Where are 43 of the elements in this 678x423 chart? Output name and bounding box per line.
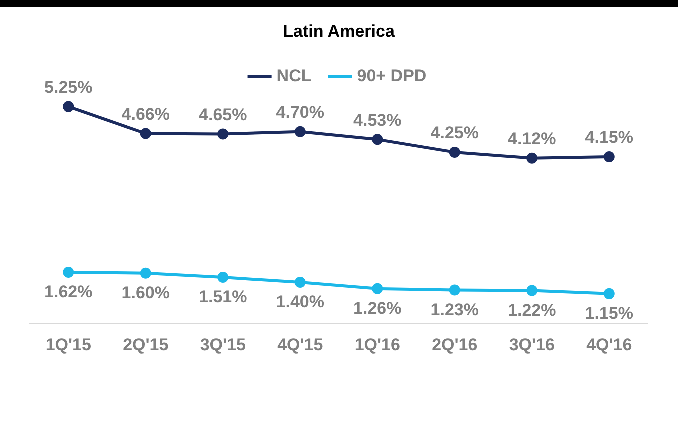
x-tick-label: 1Q'16 [354,335,400,354]
point [218,128,229,140]
data-label: 4.66% [122,104,170,124]
data-label: 1.60% [122,284,170,303]
legend-label: NCL [276,66,312,86]
data-label: 4.65% [199,105,248,124]
point [449,284,460,296]
x-tick-label: 2Q'15 [123,335,169,354]
data-label: 1.22% [508,300,556,320]
legend-label: 90+ DPD [357,66,427,86]
x-tick-label: 4Q'16 [586,335,632,354]
data-label: 1.26% [354,299,402,318]
point [63,101,74,112]
x-tick-label: 4Q'15 [278,335,324,354]
data-label: 4.53% [354,110,402,130]
point [63,266,74,278]
point [449,146,460,158]
data-label: 4.12% [508,130,556,149]
point [372,134,384,146]
point [526,152,538,164]
data-label: 5.25% [44,78,93,97]
point [140,268,152,279]
point [218,272,229,284]
point [604,152,615,163]
data-label: 1.51% [199,288,248,307]
point [294,126,306,138]
data-label: 1.62% [44,282,93,302]
point [372,283,384,294]
point [294,277,306,288]
data-label: 4.15% [585,128,634,148]
data-label: 1.40% [276,292,324,312]
point [526,285,538,296]
data-label: 1.15% [585,304,634,324]
x-tick-label: 2Q'16 [432,335,478,354]
point [140,128,152,140]
data-label: 4.25% [430,124,479,143]
data-label: 4.70% [276,103,324,122]
data-label: 1.23% [430,300,479,320]
point [604,288,615,300]
chart-title: Latin America [283,22,396,41]
x-tick-label: 3Q'15 [200,335,246,354]
x-tick-label: 3Q'16 [509,335,555,354]
x-tick-label: 1Q'15 [46,335,92,354]
